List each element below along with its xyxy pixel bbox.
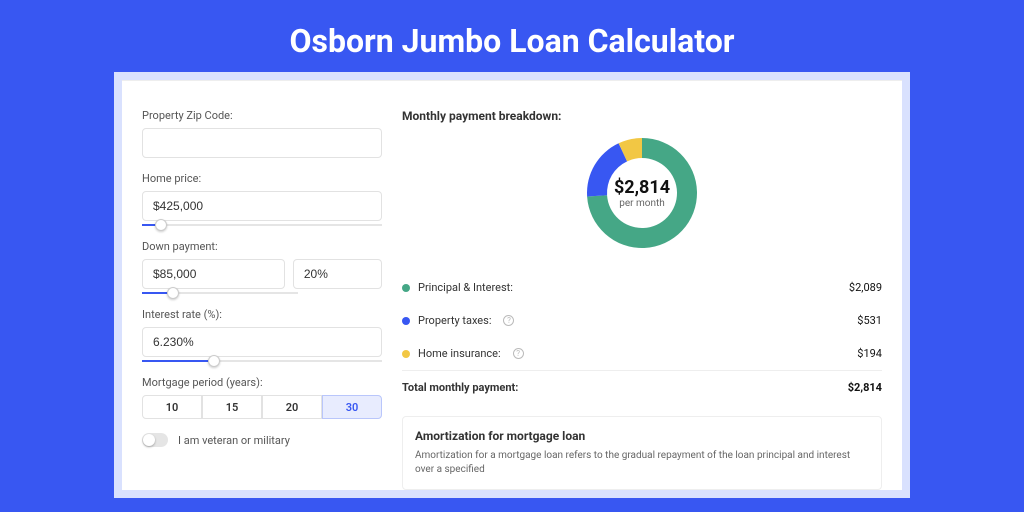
calculator-card: Property Zip Code: Home price: Down paym… — [122, 80, 902, 490]
help-icon[interactable]: ? — [503, 315, 514, 326]
veteran-label: I am veteran or military — [178, 434, 290, 447]
breakdown-panel: Monthly payment breakdown: $2,814 per mo… — [402, 109, 882, 490]
legend-dot-icon — [402, 284, 410, 292]
total-row: Total monthly payment: $2,814 — [402, 370, 882, 404]
legend: Principal & Interest: $2,089 Property taxe… — [402, 271, 882, 370]
donut-chart: $2,814 per month — [402, 133, 882, 253]
zip-input[interactable] — [142, 128, 382, 158]
down-payment-label: Down payment: — [142, 240, 382, 253]
legend-row: Property taxes:? $531 — [402, 304, 882, 337]
zip-label: Property Zip Code: — [142, 109, 382, 122]
interest-slider[interactable] — [142, 360, 382, 362]
period-15[interactable]: 15 — [202, 395, 262, 419]
legend-dot-icon — [402, 317, 410, 325]
legend-label: Property taxes: — [418, 314, 491, 327]
donut-sub: per month — [614, 198, 670, 209]
veteran-toggle[interactable] — [142, 433, 168, 447]
donut-amount: $2,814 — [614, 177, 670, 198]
breakdown-title: Monthly payment breakdown: — [402, 109, 882, 123]
legend-value: $194 — [857, 347, 882, 360]
amortization-text: Amortization for a mortgage loan refers … — [415, 449, 869, 477]
amortization-card: Amortization for mortgage loan Amortizat… — [402, 416, 882, 490]
total-label: Total monthly payment: — [402, 381, 518, 394]
veteran-row: I am veteran or military — [142, 433, 382, 447]
home-price-input[interactable] — [142, 191, 382, 221]
period-30[interactable]: 30 — [322, 395, 382, 419]
donut-center: $2,814 per month — [614, 177, 670, 209]
amortization-title: Amortization for mortgage loan — [415, 429, 869, 443]
help-icon[interactable]: ? — [513, 348, 524, 359]
form-panel: Property Zip Code: Home price: Down paym… — [142, 109, 382, 490]
period-10[interactable]: 10 — [142, 395, 202, 419]
total-value: $2,814 — [848, 381, 882, 394]
legend-label: Principal & Interest: — [418, 281, 513, 294]
period-20[interactable]: 20 — [262, 395, 322, 419]
legend-dot-icon — [402, 350, 410, 358]
legend-row: Home insurance:? $194 — [402, 337, 882, 370]
legend-label: Home insurance: — [418, 347, 501, 360]
legend-value: $531 — [857, 314, 882, 327]
down-payment-slider[interactable] — [142, 292, 298, 294]
interest-input[interactable] — [142, 327, 382, 357]
period-label: Mortgage period (years): — [142, 376, 382, 389]
down-payment-field: Down payment: — [142, 240, 382, 294]
down-payment-pct-input[interactable] — [293, 259, 382, 289]
period-buttons: 10152030 — [142, 395, 382, 419]
legend-row: Principal & Interest: $2,089 — [402, 271, 882, 304]
legend-value: $2,089 — [849, 281, 882, 294]
home-price-label: Home price: — [142, 172, 382, 185]
down-payment-input[interactable] — [142, 259, 285, 289]
interest-field: Interest rate (%): — [142, 308, 382, 362]
home-price-field: Home price: — [142, 172, 382, 226]
page-title: Osborn Jumbo Loan Calculator — [0, 0, 1024, 80]
home-price-slider[interactable] — [142, 224, 382, 226]
period-field: Mortgage period (years): 10152030 — [142, 376, 382, 419]
interest-label: Interest rate (%): — [142, 308, 382, 321]
zip-field: Property Zip Code: — [142, 109, 382, 158]
